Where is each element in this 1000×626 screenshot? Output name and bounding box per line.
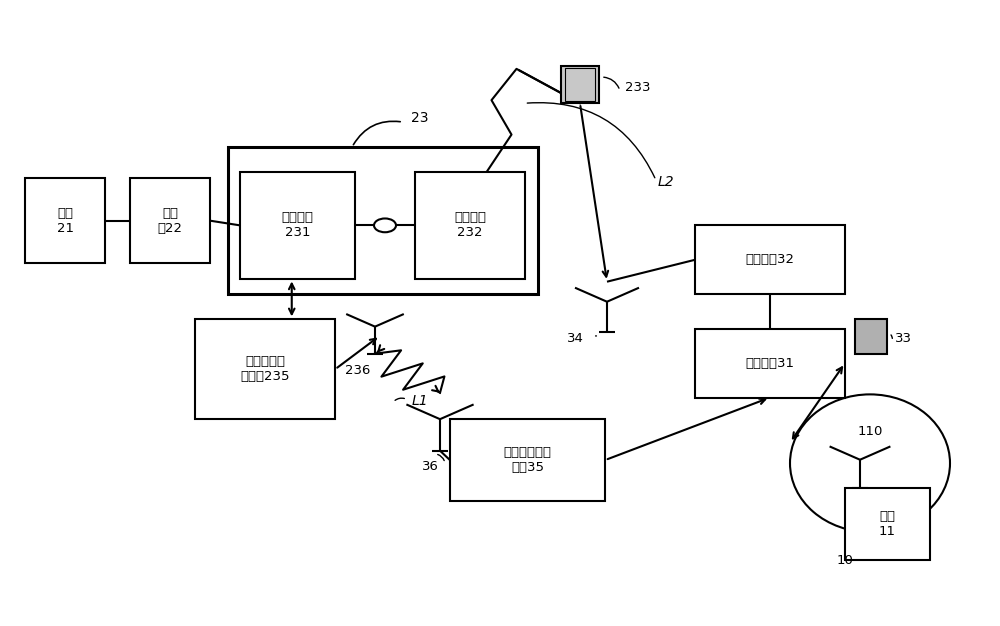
Bar [415, 172, 525, 279]
Text: 33: 33 [895, 332, 912, 344]
Text: 23: 23 [411, 111, 429, 125]
Text: 监控单元32: 监控单元32 [745, 254, 794, 266]
Text: 10: 10 [837, 554, 853, 567]
Text: 近端微波室
内单元235: 近端微波室 内单元235 [240, 356, 290, 383]
Bar [240, 172, 355, 279]
Text: 110: 110 [857, 426, 883, 438]
Text: 236: 236 [345, 364, 371, 377]
Bar [695, 225, 845, 294]
Text: 基站
11: 基站 11 [879, 510, 896, 538]
Text: 远端微波室内
单元35: 远端微波室内 单元35 [504, 446, 552, 474]
Bar [695, 329, 845, 398]
Bar [561, 66, 599, 103]
Bar [845, 488, 930, 560]
Circle shape [374, 218, 396, 232]
Text: L2: L2 [658, 175, 675, 188]
Text: 36: 36 [422, 460, 438, 473]
Ellipse shape [790, 394, 950, 532]
Text: 233: 233 [625, 81, 650, 94]
Bar [450, 419, 605, 501]
Bar [228, 147, 538, 294]
Text: 中继设备31: 中继设备31 [745, 357, 794, 369]
Bar [565, 68, 595, 101]
Text: 拉远单元
232: 拉远单元 232 [454, 212, 486, 239]
Text: 耦合
器22: 耦合 器22 [158, 207, 182, 235]
Bar [855, 319, 887, 354]
Text: 基站
21: 基站 21 [56, 207, 74, 235]
Text: 基带单元
231: 基带单元 231 [282, 212, 314, 239]
Text: 34: 34 [567, 332, 583, 344]
Bar [130, 178, 210, 263]
Text: L1: L1 [412, 394, 429, 408]
Bar [195, 319, 335, 419]
Bar [25, 178, 105, 263]
